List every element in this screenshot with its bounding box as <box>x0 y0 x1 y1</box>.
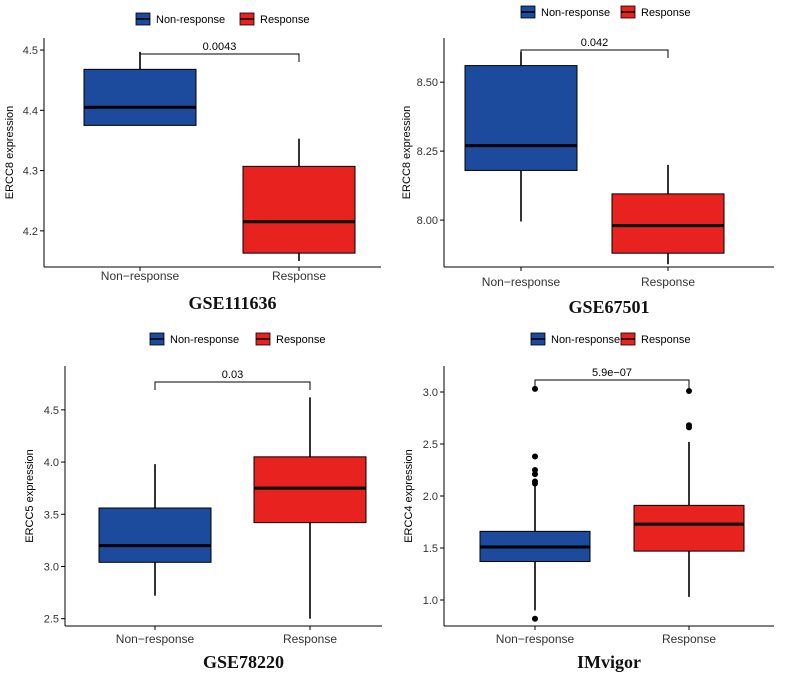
chart-panel-2: Non-response Response 8.00 8.25 8.50 ERCC8 ex… <box>401 5 774 317</box>
chart-panel-3: Non-response Response 2.5 3.0 3.5 4.0 4.5 ERCC5… <box>24 332 382 672</box>
legend-label-2: Response <box>260 14 310 26</box>
y-tick-label: 8.00 <box>417 215 438 227</box>
significance-bracket <box>520 49 669 58</box>
significance-bracket <box>139 53 300 62</box>
panel-title: GSE78220 <box>203 652 284 672</box>
y-tick-label: 2.0 <box>423 491 438 503</box>
y-tick-label: 3.0 <box>44 561 59 573</box>
x-category-label-1: Non−response <box>482 275 561 289</box>
box-1 <box>83 68 197 126</box>
p-value-label: 0.0043 <box>203 41 237 53</box>
y-tick-label: 4.5 <box>44 405 59 417</box>
p-value-label: 0.042 <box>581 37 609 49</box>
box-2 <box>253 456 367 524</box>
x-category-label-1: Non−response <box>496 632 575 646</box>
y-tick-label: 4.4 <box>23 105 38 117</box>
y-axis-label: ERCC5 expression <box>24 449 36 543</box>
legend-label-2: Response <box>641 334 691 346</box>
outlier-point <box>686 387 692 394</box>
significance-bracket <box>154 381 311 390</box>
y-axis-label: ERCC8 expression <box>401 106 413 200</box>
y-axis-label: ERCC8 expression <box>4 106 16 200</box>
x-category-label-2: Response <box>283 632 337 646</box>
outlier-point <box>532 615 538 622</box>
y-tick-label: 4.5 <box>23 45 38 57</box>
y-tick-label: 8.50 <box>417 77 438 89</box>
panel-title: GSE111636 <box>188 293 276 313</box>
legend-label-1: Non-response <box>156 14 225 26</box>
y-tick-label: 8.25 <box>417 146 438 158</box>
x-category-label-2: Response <box>662 632 716 646</box>
outlier-point <box>532 478 538 485</box>
y-tick-label: 1.5 <box>423 543 438 555</box>
legend-label-1: Non-response <box>551 334 620 346</box>
box-2 <box>633 504 745 552</box>
y-tick-label: 4.2 <box>23 226 38 238</box>
legend-label-1: Non-response <box>170 334 239 346</box>
box-1 <box>98 507 212 563</box>
y-tick-label: 3.0 <box>423 387 438 399</box>
x-category-label-2: Response <box>272 269 326 283</box>
y-tick-label: 4.0 <box>44 457 59 469</box>
legend-label-2: Response <box>641 7 691 19</box>
panel-title: IMvigor <box>577 652 641 672</box>
legend-label-2: Response <box>276 334 326 346</box>
chart-panel-4: Non-response Response 1.0 1.5 2.0 2.5 3.0 ERCC4… <box>403 332 774 672</box>
y-axis-label: ERCC4 expression <box>403 449 415 543</box>
panel-title: GSE67501 <box>568 297 649 317</box>
x-category-label-1: Non−response <box>116 632 195 646</box>
outlier-point <box>532 385 538 392</box>
y-tick-label: 3.5 <box>44 509 59 521</box>
significance-bracket <box>534 379 690 388</box>
y-tick-label: 1.0 <box>423 595 438 607</box>
box-1 <box>464 65 578 171</box>
legend-label-1: Non-response <box>541 7 610 19</box>
y-tick-label: 2.5 <box>423 439 438 451</box>
y-tick-label: 2.5 <box>44 614 59 626</box>
p-value-label: 0.03 <box>222 369 243 381</box>
p-value-label: 5.9e−07 <box>592 367 632 379</box>
box-2 <box>242 165 356 254</box>
outlier-point <box>532 471 538 478</box>
x-category-label-2: Response <box>641 275 695 289</box>
outlier-point <box>686 422 692 429</box>
outlier-point <box>532 453 538 460</box>
x-category-label-1: Non−response <box>101 269 180 283</box>
y-tick-label: 4.3 <box>23 166 38 178</box>
outlier-point <box>532 467 538 473</box>
chart-panel-1: Non-response Response 4.2 4.3 4.4 4.5 ERCC8 ex… <box>4 12 381 313</box>
box-2 <box>611 193 725 254</box>
